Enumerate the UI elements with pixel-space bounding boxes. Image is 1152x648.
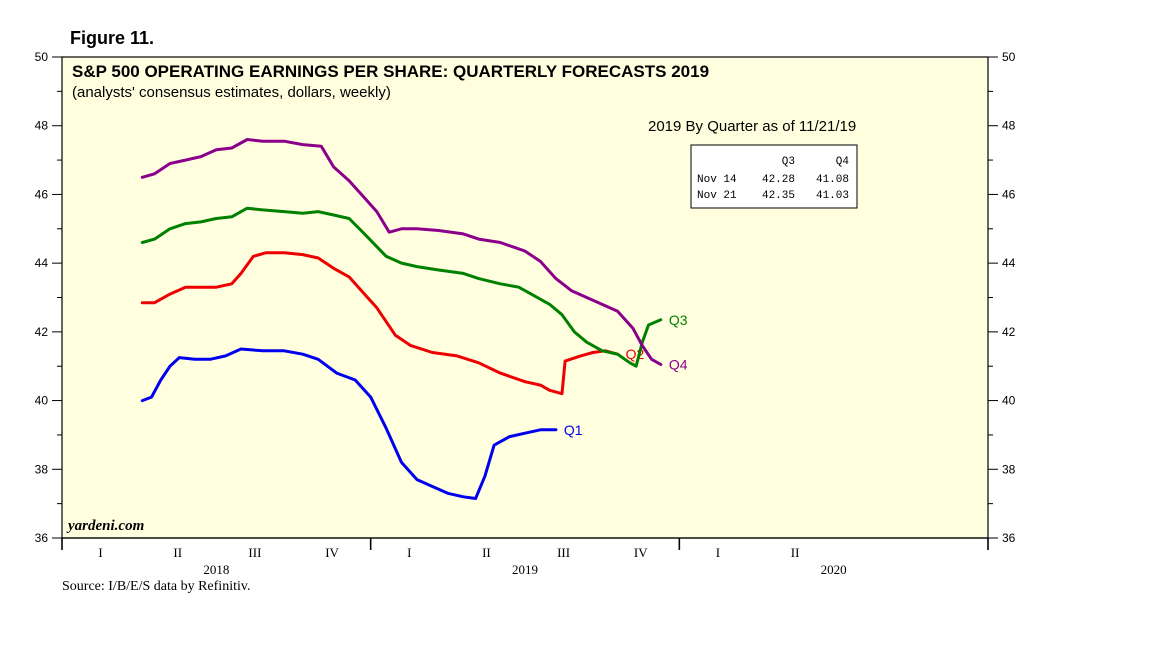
chart-title: S&P 500 OPERATING EARNINGS PER SHARE: QU… — [72, 62, 709, 81]
series-label-q1: Q1 — [564, 422, 583, 438]
figure-label: Figure 11. — [70, 28, 154, 48]
x-quarter-label: III — [557, 545, 570, 560]
y-tick-label-left: 42 — [35, 325, 49, 339]
table-header-q4: Q4 — [836, 156, 850, 168]
y-tick-label-right: 44 — [1002, 256, 1016, 270]
y-tick-label-left: 46 — [35, 187, 49, 201]
x-quarter-label: IV — [325, 545, 339, 560]
y-tick-label-right: 42 — [1002, 325, 1016, 339]
x-quarter-label: IV — [634, 545, 648, 560]
table-row-label: Nov 21 — [697, 190, 737, 202]
y-axis-right: 36 38 40 42 44 46 48 50 — [988, 50, 1016, 545]
y-tick-label-left: 40 — [35, 394, 49, 408]
series-label-q3: Q3 — [669, 312, 688, 328]
y-tick-label-right: 38 — [1002, 462, 1016, 476]
table-cell-q4: 41.03 — [816, 190, 849, 202]
chart-subtitle: (analysts' consensus estimates, dollars,… — [72, 84, 391, 101]
x-quarter-label: III — [248, 545, 261, 560]
y-tick-label-left: 50 — [35, 50, 49, 64]
table-header-q3: Q3 — [782, 156, 795, 168]
table-row-label: Nov 14 — [697, 174, 737, 186]
series-line-q4 — [140, 138, 663, 366]
y-tick-label-left: 44 — [35, 256, 49, 270]
y-tick-label-left: 36 — [35, 531, 49, 545]
inset-table: Q3 Q4 Nov 14 42.28 41.08 Nov 21 42.35 41… — [690, 144, 858, 209]
series-label-q4: Q4 — [669, 356, 688, 372]
inset-title: 2019 By Quarter as of 11/21/19 — [648, 118, 856, 135]
x-quarter-label: I — [98, 545, 102, 560]
series-line-q3 — [140, 206, 663, 368]
y-tick-label-left: 38 — [35, 462, 49, 476]
x-year-label: 2019 — [512, 562, 538, 577]
y-tick-label-left: 48 — [35, 119, 49, 133]
source-note: Source: I/B/E/S data by Refinitiv. — [62, 579, 250, 594]
y-tick-label-right: 50 — [1002, 50, 1016, 64]
watermark-logo: yardeni.com — [66, 518, 144, 534]
y-tick-label-right: 36 — [1002, 531, 1016, 545]
y-tick-label-right: 46 — [1002, 187, 1016, 201]
x-quarter-label: II — [791, 545, 800, 560]
x-quarter-label: I — [716, 545, 720, 560]
x-quarter-label: II — [482, 545, 491, 560]
table-cell-q3: 42.28 — [762, 174, 795, 186]
x-quarter-label: I — [407, 545, 411, 560]
y-axis-left: 36 38 40 42 44 46 48 50 — [35, 50, 62, 545]
x-year-label: 2018 — [203, 562, 229, 577]
table-cell-q4: 41.08 — [816, 174, 849, 186]
plot-area — [61, 56, 989, 539]
inset-table-box — [690, 144, 858, 209]
series-line-q2 — [140, 251, 620, 396]
y-tick-label-right: 40 — [1002, 394, 1016, 408]
x-year-label: 2020 — [821, 562, 847, 577]
series-line-q1 — [140, 347, 558, 500]
table-cell-q3: 42.35 — [762, 190, 795, 202]
y-tick-label-right: 48 — [1002, 119, 1016, 133]
x-quarter-label: II — [173, 545, 182, 560]
